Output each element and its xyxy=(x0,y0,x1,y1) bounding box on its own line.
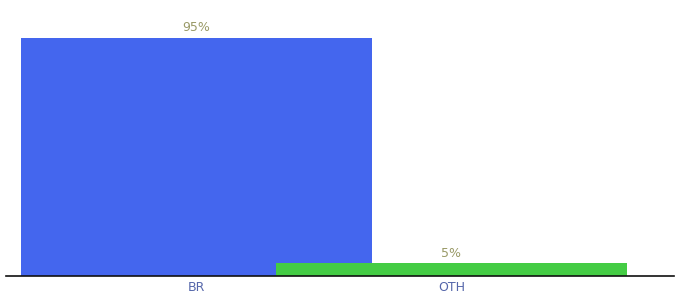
Text: 5%: 5% xyxy=(441,247,462,260)
Bar xyxy=(276,263,627,276)
Text: 95%: 95% xyxy=(183,21,211,34)
Bar xyxy=(22,38,372,276)
